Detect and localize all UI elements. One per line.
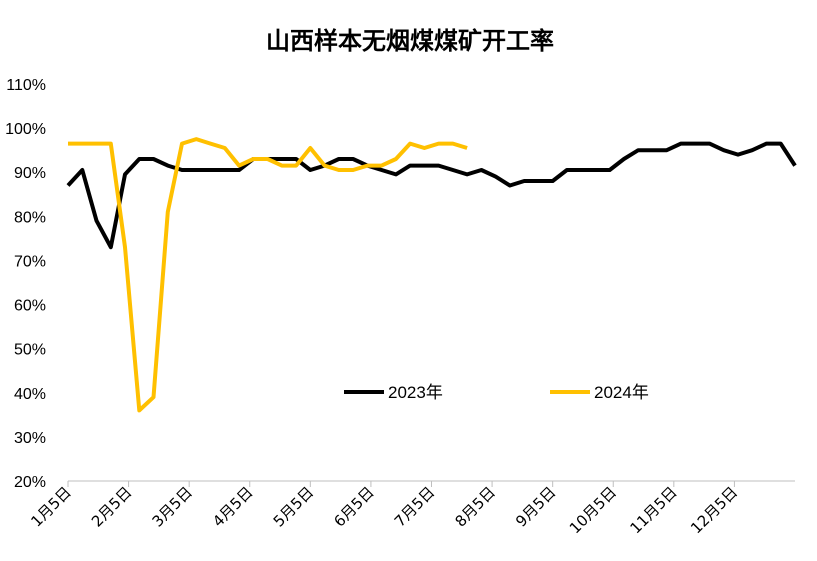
- legend-label-2023: 2023年: [388, 383, 443, 402]
- series-line-2024: [68, 137, 468, 413]
- x-tick-label: 9月5日: [512, 483, 559, 530]
- y-tick-label: 30%: [14, 430, 46, 447]
- x-tick-label: 10月5日: [566, 483, 620, 537]
- y-tick-label: 90%: [14, 165, 46, 182]
- x-tick-label: 2月5日: [88, 483, 135, 530]
- y-tick-label: 100%: [5, 121, 46, 138]
- y-tick-label: 60%: [14, 298, 46, 315]
- x-tick-label: 12月5日: [687, 483, 741, 537]
- y-tick-label: 20%: [14, 474, 46, 491]
- y-tick-label: 40%: [14, 386, 46, 403]
- x-tick-label: 7月5日: [391, 483, 438, 530]
- y-axis: 20% 30% 40% 50% 60% 70% 80% 90% 100% 110%: [5, 77, 46, 491]
- x-tick-label: 5月5日: [270, 483, 317, 530]
- y-tick-label: 50%: [14, 342, 46, 359]
- x-tick-label: 3月5日: [149, 483, 196, 530]
- y-tick-label: 70%: [14, 253, 46, 270]
- series-line-2023: [66, 141, 797, 250]
- x-tick-label: 4月5日: [209, 483, 256, 530]
- y-tick-label: 80%: [14, 209, 46, 226]
- y-tick-label: 110%: [6, 77, 46, 94]
- x-tick-label: 6月5日: [330, 483, 377, 530]
- legend-label-2024: 2024年: [594, 383, 649, 402]
- legend: 2023年 2024年: [344, 383, 649, 402]
- x-tick-label: 11月5日: [626, 483, 680, 537]
- chart-title: 山西样本无烟煤煤矿开工率: [266, 27, 554, 55]
- x-tick-label: 8月5日: [451, 483, 498, 530]
- series-layer: [66, 137, 797, 413]
- x-axis: 1月5日 2月5日 3月5日 4月5日 5月5日 6月5日 7月5日 8月5日 9月5日 10月5…: [27, 480, 795, 537]
